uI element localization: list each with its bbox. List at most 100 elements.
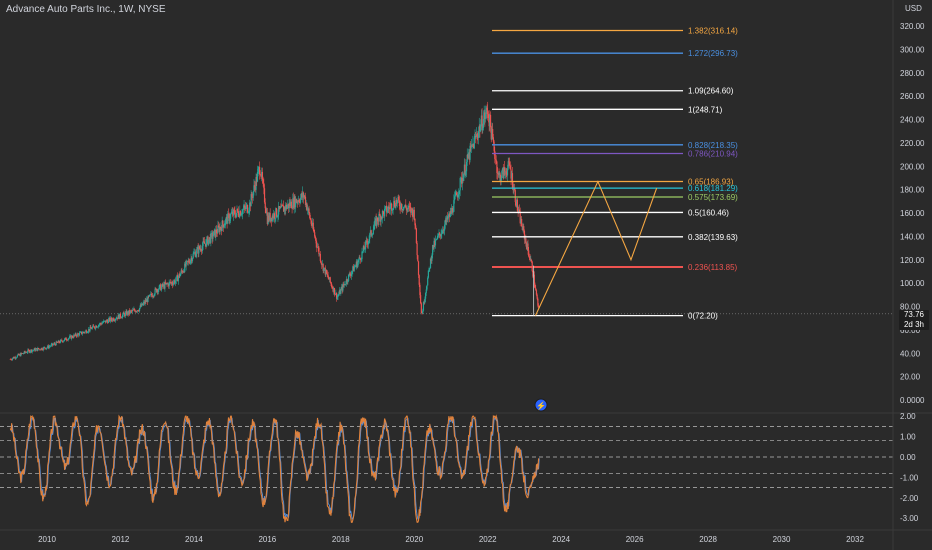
candle-body — [351, 271, 353, 274]
oscillator-pane[interactable] — [0, 414, 893, 523]
price-tick-label: 200.00 — [900, 162, 925, 171]
candle-body — [410, 206, 412, 213]
candle-body — [117, 314, 119, 319]
candle-body — [47, 345, 49, 348]
candle-body — [133, 309, 135, 310]
candle-body — [11, 359, 13, 361]
candle-body — [473, 137, 475, 149]
oscillator-tick-label: -3.00 — [900, 514, 919, 523]
candle-body — [79, 332, 81, 333]
candle-body — [451, 207, 453, 214]
candle-body — [222, 220, 224, 225]
candle-body — [400, 203, 403, 210]
candle-body — [535, 290, 538, 295]
candle-body — [121, 317, 123, 318]
candle-body — [434, 239, 437, 246]
lightning-icon[interactable]: ⚡ — [534, 398, 548, 412]
candle-body — [212, 236, 214, 239]
candle-body — [66, 339, 68, 341]
candle-body — [449, 211, 451, 217]
candle-body — [195, 254, 197, 257]
candle-body — [353, 267, 355, 272]
candle-body — [234, 210, 236, 215]
candle-body — [275, 208, 277, 219]
fib-level-label: 0(72.20) — [688, 312, 718, 321]
candle-body — [403, 206, 405, 208]
candle-body — [521, 226, 523, 231]
candle-body — [179, 273, 181, 277]
chart-title: Advance Auto Parts Inc., 1W, NYSE — [6, 4, 166, 15]
candle-body — [201, 246, 203, 251]
candle-body — [278, 206, 280, 215]
candle-body — [530, 259, 532, 261]
candle-body — [349, 273, 351, 276]
candle-body — [535, 288, 537, 291]
candle-body — [496, 161, 498, 173]
candle-body — [244, 207, 247, 210]
candle-body — [402, 209, 404, 210]
candle-body — [129, 310, 131, 314]
candle-body — [444, 219, 446, 225]
candle-body — [37, 347, 39, 351]
candle-body — [181, 270, 183, 272]
candle-body — [395, 200, 397, 208]
candle-body — [213, 231, 215, 237]
price-tick-label: 220.00 — [900, 139, 925, 148]
candle-body — [292, 198, 295, 208]
candle-body — [165, 283, 167, 284]
candle-body — [362, 251, 364, 252]
candle-body — [271, 217, 273, 222]
candle-body — [223, 225, 225, 228]
candle-body — [518, 209, 520, 212]
candle-body — [153, 294, 155, 296]
candle-body — [196, 249, 198, 255]
candle-body — [107, 320, 109, 324]
candle-body — [59, 342, 61, 344]
candle-body — [80, 331, 82, 333]
candle-body — [52, 344, 54, 346]
candle-body — [171, 282, 173, 284]
lightning-glyph: ⚡ — [536, 401, 546, 411]
time-tick-label: 2032 — [846, 535, 864, 544]
candle-body — [495, 159, 497, 162]
candle-body — [331, 286, 333, 289]
candle-body — [335, 292, 337, 295]
candle-body — [419, 284, 421, 296]
candle-body — [382, 210, 384, 212]
candle-body — [172, 283, 174, 285]
candle-body — [242, 208, 244, 210]
candle-body — [477, 136, 479, 138]
candle-body — [105, 320, 107, 323]
candle-body — [245, 206, 247, 210]
candle-body — [206, 239, 208, 247]
candle-body — [252, 191, 254, 198]
candle-body — [363, 245, 365, 250]
candle-body — [203, 241, 205, 242]
candle-body — [174, 281, 177, 284]
candle-body — [106, 320, 108, 321]
candle-body — [129, 310, 131, 314]
candle-body — [483, 112, 485, 119]
price-tick-label: 20.00 — [900, 373, 921, 382]
candle-body — [355, 265, 357, 267]
time-tick-label: 2026 — [626, 535, 644, 544]
price-pane[interactable]: 1.382(316.14) 1.272(296.73) 1.09(264.60) 1(… — [0, 27, 893, 412]
candle-body — [503, 167, 505, 179]
fib-level-label: 0.786(210.94) — [688, 149, 738, 158]
candle-body — [390, 203, 392, 206]
candle-body — [124, 313, 126, 317]
candle-body — [468, 152, 470, 159]
time-tick-label: 2014 — [185, 535, 203, 544]
candle-body — [415, 228, 417, 244]
candle-body — [83, 332, 86, 333]
candle-body — [378, 213, 380, 222]
candle-body — [268, 215, 270, 221]
candle-body — [27, 349, 29, 353]
candle-body — [412, 209, 415, 218]
candle-body — [278, 206, 280, 209]
candle-body — [362, 245, 365, 252]
oscillator-tick-label: 2.00 — [900, 412, 916, 421]
candle-body — [35, 348, 38, 350]
candle-body — [437, 235, 439, 236]
